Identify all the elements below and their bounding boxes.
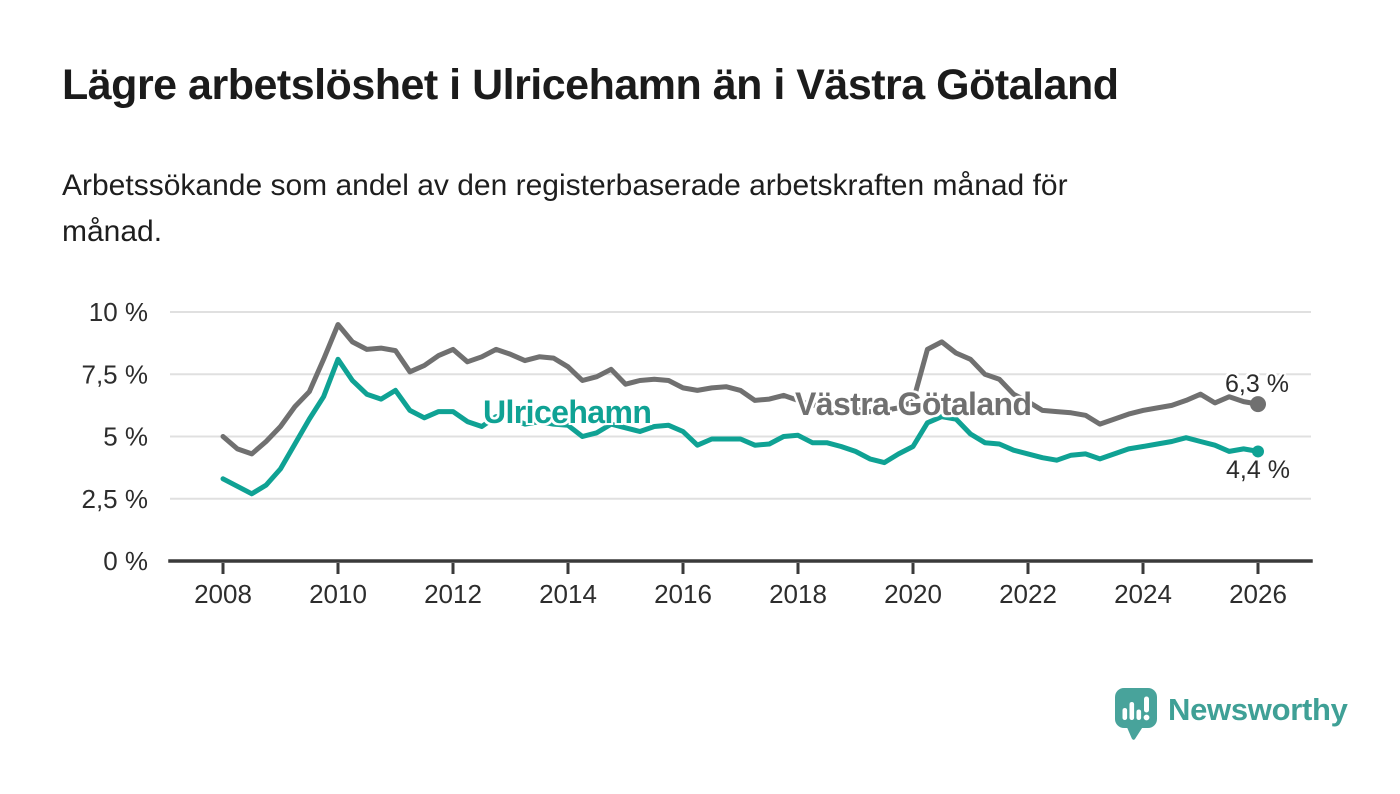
end-dot-ulricehamn: [1252, 445, 1264, 458]
newsworthy-wordmark: Newsworthy: [1168, 692, 1348, 727]
x-tick-label: 2024: [1114, 579, 1172, 609]
exclamation-bar-icon: [1144, 696, 1149, 713]
exclamation-dot-icon: [1143, 714, 1150, 721]
end-dot-vastra-gotaland: [1250, 396, 1266, 413]
series-label-vastra-gotaland: Västra Götaland: [795, 386, 1032, 422]
x-tick-label: 2010: [309, 579, 367, 609]
end-value-label-vastra-gotaland: 6,3 %: [1225, 370, 1289, 398]
y-tick-label: 7,5 %: [82, 359, 149, 389]
line-series-ulricehamn: [220, 356, 1261, 497]
y-tick-label: 2,5 %: [82, 484, 149, 514]
x-tick-label: 2022: [999, 579, 1057, 609]
x-tick-label: 2012: [424, 579, 482, 609]
x-tick-label: 2008: [194, 579, 252, 609]
speech-bubble-tail: [1126, 725, 1144, 740]
chart-subtitle: Arbetssökande som andel av den registerb…: [62, 163, 1312, 255]
y-tick-label: 0 %: [103, 546, 148, 576]
bar-icon-tall: [1129, 702, 1135, 720]
page-title: Lägre arbetslöshet i Ulricehamn än i Väs…: [62, 61, 1119, 109]
subtitle-line-2: månad.: [62, 215, 163, 248]
end-value-label-ulricehamn: 4,4 %: [1226, 456, 1290, 484]
y-tick-label: 5 %: [103, 422, 148, 452]
x-tick-label: 2018: [769, 579, 827, 609]
x-tick-label: 2014: [539, 579, 597, 609]
newsworthy-logo-icon: [1115, 688, 1157, 740]
speech-bubble-body: [1115, 688, 1157, 728]
x-tick-label: 2020: [884, 579, 942, 609]
y-tick-label: 10 %: [89, 297, 148, 327]
series-label-ulricehamn: Ulricehamn: [483, 394, 652, 430]
subtitle-line-1: Arbetssökande som andel av den registerb…: [62, 169, 1068, 202]
x-tick-label: 2026: [1229, 579, 1287, 609]
line-series-vastra-gotaland: [220, 322, 1261, 457]
x-tick-label: 2016: [654, 579, 712, 609]
bar-icon-small: [1122, 708, 1128, 720]
bar-icon-medium: [1136, 709, 1142, 720]
newsworthy-logo: Newsworthy: [1114, 687, 1348, 745]
